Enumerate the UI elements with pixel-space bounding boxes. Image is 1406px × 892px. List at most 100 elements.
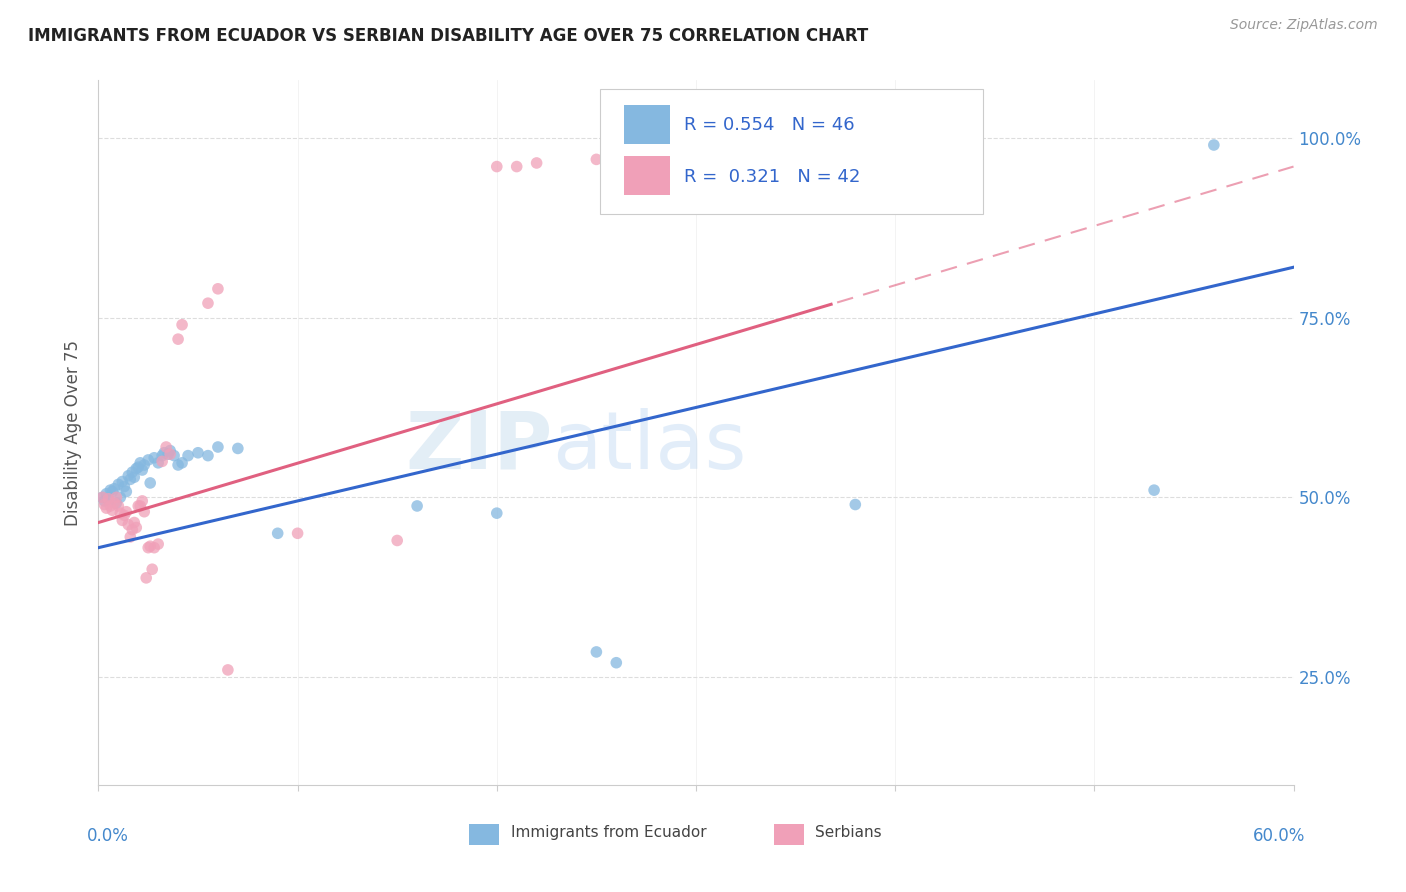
Point — [585, 153, 607, 167]
Point — [91, 491, 114, 505]
Point — [127, 460, 149, 475]
Point — [187, 446, 209, 460]
FancyBboxPatch shape — [470, 823, 499, 845]
Point — [91, 491, 114, 505]
Point — [385, 533, 409, 548]
Point — [134, 505, 156, 519]
Point — [159, 443, 181, 458]
Point — [526, 156, 548, 170]
Text: ZIP: ZIP — [405, 408, 553, 486]
Point — [217, 663, 239, 677]
Point — [110, 491, 132, 505]
Text: atlas: atlas — [553, 408, 747, 486]
Point — [485, 160, 508, 174]
Point — [207, 282, 229, 296]
Point — [129, 499, 152, 513]
Point — [97, 491, 120, 506]
Point — [197, 296, 219, 310]
Text: Serbians: Serbians — [815, 825, 882, 840]
Point — [155, 440, 177, 454]
Text: IMMIGRANTS FROM ECUADOR VS SERBIAN DISABILITY AGE OVER 75 CORRELATION CHART: IMMIGRANTS FROM ECUADOR VS SERBIAN DISAB… — [28, 27, 869, 45]
FancyBboxPatch shape — [773, 823, 804, 845]
Point — [167, 458, 190, 472]
Point — [107, 477, 129, 491]
Point — [120, 530, 142, 544]
Point — [485, 506, 508, 520]
FancyBboxPatch shape — [600, 88, 983, 214]
Point — [136, 453, 159, 467]
Point — [157, 447, 180, 461]
Point — [172, 318, 194, 332]
Point — [139, 475, 162, 490]
Point — [98, 499, 122, 513]
Point — [143, 541, 166, 555]
Point — [98, 483, 122, 497]
Point — [93, 494, 115, 508]
Point — [129, 456, 152, 470]
Point — [127, 499, 149, 513]
Y-axis label: Disability Age Over 75: Disability Age Over 75 — [65, 340, 83, 525]
Point — [121, 465, 143, 479]
Point — [121, 523, 143, 537]
Point — [605, 656, 627, 670]
Point — [112, 508, 135, 523]
Point — [97, 491, 120, 506]
Point — [111, 513, 134, 527]
Point — [115, 505, 138, 519]
Point — [125, 520, 148, 534]
Text: R = 0.554   N = 46: R = 0.554 N = 46 — [685, 116, 855, 134]
Point — [139, 539, 162, 553]
Point — [506, 160, 529, 174]
Point — [136, 541, 159, 555]
Point — [207, 440, 229, 454]
Point — [197, 449, 219, 463]
Text: 60.0%: 60.0% — [1253, 827, 1306, 846]
Point — [107, 499, 129, 513]
Point — [1143, 483, 1166, 497]
Point — [163, 449, 186, 463]
Point — [148, 456, 170, 470]
Point — [120, 472, 142, 486]
Point — [131, 463, 153, 477]
Point — [124, 516, 146, 530]
Point — [131, 494, 153, 508]
Point — [105, 496, 128, 510]
Point — [134, 458, 156, 472]
Point — [150, 449, 173, 463]
Point — [93, 498, 115, 512]
Point — [125, 461, 148, 475]
Point — [1202, 138, 1225, 153]
Point — [148, 537, 170, 551]
Point — [844, 498, 866, 512]
Point — [110, 506, 132, 520]
Point — [167, 332, 190, 346]
Point — [287, 526, 309, 541]
Point — [153, 446, 176, 460]
Point — [150, 454, 173, 468]
Text: R =  0.321   N = 42: R = 0.321 N = 42 — [685, 168, 860, 186]
Text: Source: ZipAtlas.com: Source: ZipAtlas.com — [1230, 18, 1378, 32]
Point — [115, 484, 138, 499]
Point — [135, 571, 157, 585]
Point — [103, 496, 125, 510]
Point — [111, 475, 134, 489]
Point — [159, 447, 181, 461]
Point — [172, 456, 194, 470]
Point — [101, 484, 124, 499]
Point — [117, 468, 139, 483]
Point — [96, 501, 118, 516]
Point — [226, 442, 249, 456]
Point — [267, 526, 290, 541]
Point — [143, 450, 166, 465]
Point — [96, 487, 118, 501]
Point — [124, 470, 146, 484]
Point — [112, 479, 135, 493]
Point — [585, 645, 607, 659]
Point — [105, 491, 128, 505]
Text: 0.0%: 0.0% — [87, 827, 128, 846]
Point — [101, 503, 124, 517]
Point — [141, 562, 163, 576]
FancyBboxPatch shape — [624, 156, 669, 195]
FancyBboxPatch shape — [624, 105, 669, 144]
Point — [177, 449, 200, 463]
